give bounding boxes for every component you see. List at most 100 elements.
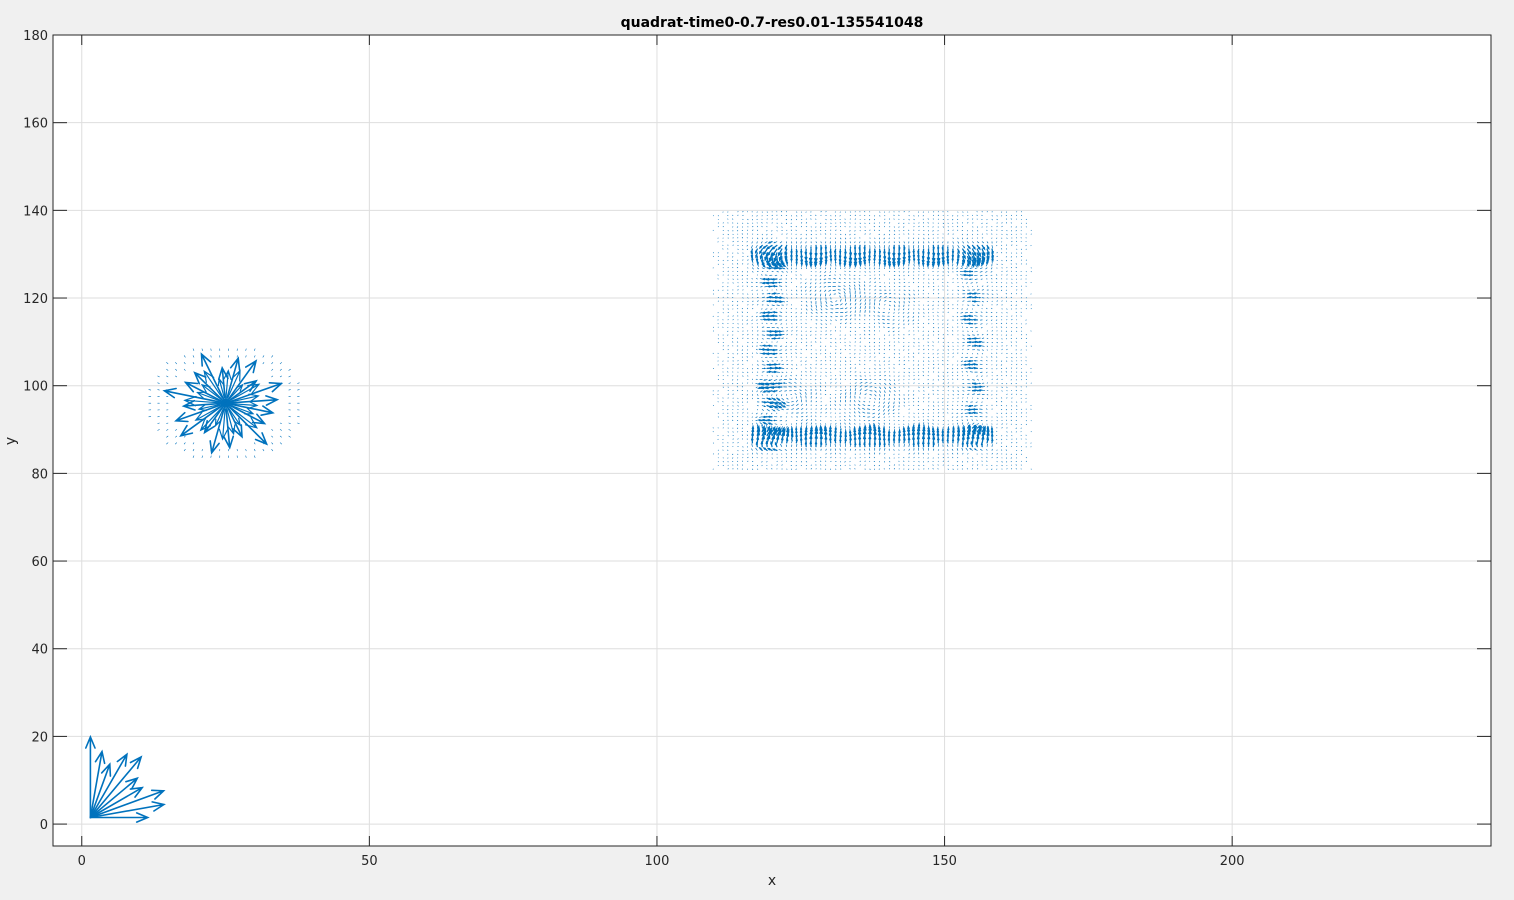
field-arrow (776, 397, 781, 402)
field-arrow (883, 412, 885, 415)
field-arrow (937, 274, 939, 277)
field-arrow (796, 444, 798, 447)
field-arrow (824, 293, 827, 297)
field-arrow (820, 319, 823, 321)
field-arrow (986, 307, 988, 310)
field-arrow (834, 443, 836, 447)
burst-halo-arrow (279, 375, 282, 378)
field-arrow (991, 245, 993, 249)
field-arrow (976, 248, 982, 258)
field-arrow (893, 304, 896, 308)
field-arrow (956, 255, 960, 263)
field-arrow (976, 340, 983, 344)
field-arrow (864, 267, 866, 270)
field-arrow (980, 360, 983, 362)
field-arrow (974, 278, 978, 280)
field-arrow (756, 424, 759, 429)
field-arrow (1015, 266, 1017, 269)
field-arrow (928, 360, 930, 362)
field-arrow (859, 385, 863, 388)
burst-halo-arrow (157, 389, 160, 391)
field-arrow (761, 300, 765, 302)
field-arrow (979, 412, 983, 414)
field-arrow (859, 392, 862, 395)
field-arrow (884, 390, 886, 393)
field-arrow (776, 401, 783, 405)
field-arrow (858, 415, 861, 418)
field-arrow (942, 427, 944, 433)
field-arrow (825, 308, 828, 310)
field-arrow (973, 448, 978, 451)
field-arrow (774, 423, 778, 425)
field-arrow (913, 218, 915, 221)
field-arrow (800, 338, 803, 340)
field-arrow (884, 382, 887, 385)
field-arrow (834, 368, 836, 370)
field-arrow (784, 449, 788, 451)
field-arrow (758, 446, 763, 452)
field-arrow (779, 390, 783, 392)
field-arrow (877, 311, 880, 313)
field-arrow (874, 386, 877, 389)
field-arrow (766, 267, 772, 270)
burst-halo-arrow (192, 362, 195, 365)
field-arrow (746, 245, 748, 247)
burst-halo-arrow (254, 442, 256, 445)
field-arrow (767, 241, 773, 244)
field-arrow (859, 388, 862, 392)
field-arrow (737, 363, 739, 366)
field-arrow (867, 408, 871, 410)
field-arrow (922, 334, 924, 336)
y-tick-label: 0 (40, 818, 48, 833)
field-arrow (964, 409, 968, 411)
field-arrow (766, 370, 773, 373)
field-arrow (966, 314, 974, 318)
field-arrow (751, 241, 753, 244)
field-arrow (879, 295, 882, 298)
field-arrow (1000, 364, 1003, 366)
field-arrow (766, 390, 773, 393)
field-arrow (878, 348, 880, 351)
field-arrow (771, 292, 778, 295)
field-arrow (975, 327, 978, 329)
field-arrow (986, 248, 990, 256)
field-arrow (864, 284, 866, 287)
field-arrow (781, 363, 785, 366)
field-arrow (932, 448, 935, 451)
field-arrow (962, 252, 966, 260)
field-arrow (810, 312, 813, 314)
field-arrow (873, 248, 877, 255)
origin-fan-arrow (89, 752, 128, 819)
field-arrow (868, 424, 871, 429)
field-arrow (980, 441, 983, 448)
field-arrow (912, 315, 915, 318)
field-arrow (962, 255, 966, 264)
field-arrow (951, 416, 954, 418)
field-arrow (874, 397, 876, 400)
field-arrow (776, 267, 783, 270)
field-arrow (810, 330, 812, 333)
burst-halo-arrow (288, 368, 291, 371)
field-arrow (765, 308, 768, 310)
burst-halo-arrow (183, 442, 186, 445)
field-arrow (957, 245, 960, 249)
field-arrow (858, 284, 861, 287)
field-arrow (771, 448, 778, 452)
field-arrow (991, 330, 993, 332)
field-arrow (786, 333, 788, 336)
field-arrow (976, 425, 983, 433)
field-arrow (761, 461, 763, 463)
burst-arrow (218, 408, 228, 441)
field-arrow (766, 363, 774, 366)
field-arrow (879, 394, 881, 397)
field-arrow (752, 271, 754, 273)
burst-halo-arrow (183, 449, 186, 452)
field-arrow (786, 426, 789, 433)
field-arrow (967, 404, 974, 408)
field-arrow (796, 326, 798, 328)
field-arrow (893, 297, 896, 299)
field-arrow (779, 285, 783, 287)
field-arrow (736, 427, 739, 429)
field-arrow (1000, 360, 1003, 362)
burst-halo-arrow (148, 389, 152, 391)
